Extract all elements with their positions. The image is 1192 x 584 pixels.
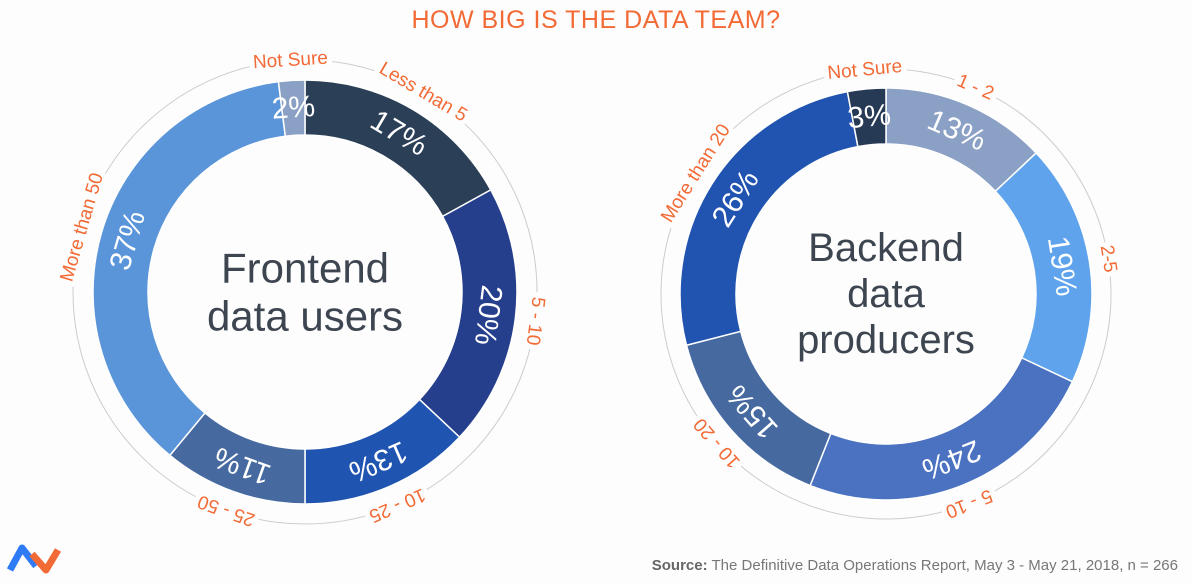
guide-arc <box>72 59 538 525</box>
category-label: 2-5 <box>1096 244 1121 274</box>
donut-slice <box>92 80 287 457</box>
donut-slice <box>846 87 887 148</box>
center-label: data users <box>207 293 403 340</box>
center-label: Frontend <box>221 244 389 291</box>
donut-slice <box>679 90 859 347</box>
donut-slice <box>277 79 306 138</box>
category-label: Not Sure <box>827 56 904 84</box>
category-label: 5 - 10 <box>522 296 549 347</box>
chart-title: HOW BIG IS THE DATA TEAM? <box>411 6 781 34</box>
center-label: Backend <box>808 226 964 270</box>
brand-logo <box>6 544 62 574</box>
center-label: data <box>847 272 926 316</box>
source-label: Source: <box>651 557 708 574</box>
value-label: 3% <box>846 98 892 135</box>
value-label: 2% <box>271 90 316 126</box>
source-note: Source: The Definitive Data Operations R… <box>652 557 1178 574</box>
source-text: The Definitive Data Operations Report, M… <box>711 557 1179 574</box>
value-label: 20% <box>468 283 508 347</box>
center-label: producers <box>797 318 975 362</box>
category-label: 1 - 2 <box>954 70 997 104</box>
guide-arc <box>660 68 1112 520</box>
category-label: Not Sure <box>252 48 328 74</box>
